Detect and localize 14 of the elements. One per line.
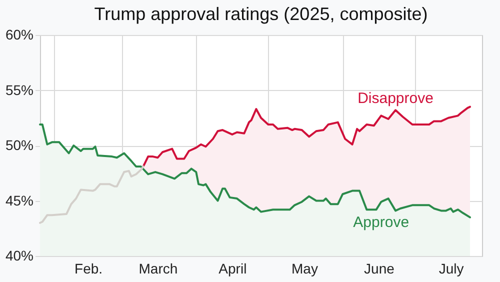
x-tick-label: March: [138, 260, 178, 276]
x-tick-label: July: [438, 260, 464, 276]
y-tick-label: 40%: [5, 248, 34, 264]
x-tick-label: May: [292, 260, 318, 276]
y-tick-label: 45%: [5, 192, 34, 208]
y-tick-label: 50%: [5, 137, 34, 153]
x-tick-label: April: [218, 260, 247, 276]
x-tick-label: June: [364, 260, 395, 276]
x-tick-label: Feb.: [74, 260, 103, 276]
y-tick-label: 60%: [5, 26, 34, 42]
series-label: Approve: [353, 214, 410, 231]
y-tick-label: 55%: [5, 82, 34, 98]
chart-title: Trump approval ratings (2025, composite): [94, 4, 428, 24]
series-label: Disapprove: [358, 90, 434, 108]
